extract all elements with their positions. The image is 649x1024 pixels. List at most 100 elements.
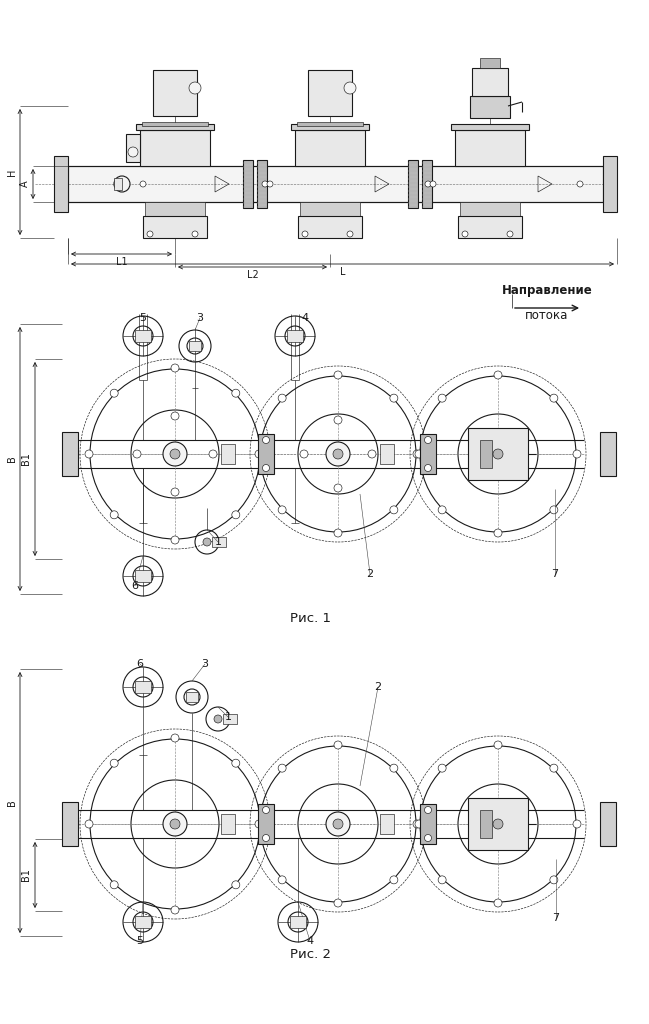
Circle shape — [550, 394, 558, 402]
Text: B1: B1 — [21, 453, 31, 466]
Circle shape — [425, 181, 431, 187]
Circle shape — [550, 506, 558, 514]
Text: L2: L2 — [247, 270, 258, 280]
Circle shape — [163, 442, 187, 466]
Circle shape — [577, 181, 583, 187]
Circle shape — [262, 436, 269, 443]
Bar — [308, 70, 352, 116]
Bar — [54, 156, 68, 212]
Bar — [470, 96, 510, 118]
Circle shape — [326, 442, 350, 466]
Circle shape — [390, 506, 398, 514]
Bar — [298, 216, 362, 238]
Bar — [420, 804, 436, 844]
Circle shape — [203, 538, 211, 546]
Bar — [297, 122, 363, 126]
Circle shape — [438, 394, 446, 402]
Text: Рис. 1: Рис. 1 — [289, 612, 330, 625]
Circle shape — [430, 181, 436, 187]
Bar — [603, 156, 617, 212]
Circle shape — [262, 835, 269, 842]
Bar — [287, 330, 303, 342]
Bar — [300, 202, 360, 216]
Bar — [290, 916, 306, 928]
Circle shape — [278, 764, 286, 772]
Bar — [153, 70, 197, 116]
Bar — [257, 160, 267, 208]
Circle shape — [415, 820, 423, 828]
Circle shape — [262, 807, 269, 813]
Text: L: L — [339, 267, 345, 278]
Bar — [212, 537, 226, 547]
Text: потока: потока — [525, 309, 569, 322]
Bar — [420, 434, 436, 474]
Bar — [62, 432, 78, 476]
Bar — [126, 134, 140, 162]
Bar — [145, 202, 205, 216]
Circle shape — [550, 764, 558, 772]
Circle shape — [278, 394, 286, 402]
Text: 1: 1 — [225, 712, 232, 722]
Circle shape — [438, 506, 446, 514]
Bar — [135, 330, 151, 342]
Circle shape — [232, 881, 240, 889]
Text: B: B — [7, 799, 17, 806]
Text: 4: 4 — [301, 313, 308, 323]
Circle shape — [171, 364, 179, 372]
Bar — [458, 216, 522, 238]
Text: 2: 2 — [374, 682, 382, 692]
Circle shape — [334, 529, 342, 537]
Circle shape — [262, 465, 269, 471]
Bar — [140, 130, 210, 166]
Circle shape — [507, 231, 513, 237]
Circle shape — [424, 835, 432, 842]
Circle shape — [424, 465, 432, 471]
Text: 4: 4 — [306, 936, 313, 946]
Bar — [291, 124, 369, 130]
Circle shape — [128, 147, 138, 157]
Text: 6: 6 — [132, 581, 138, 591]
Circle shape — [415, 450, 423, 458]
Circle shape — [139, 332, 147, 340]
Text: 6: 6 — [136, 659, 143, 669]
Bar — [480, 58, 500, 68]
Circle shape — [334, 416, 342, 424]
Bar — [55, 100, 627, 244]
Bar — [408, 160, 418, 208]
Bar — [62, 802, 78, 846]
Bar — [114, 178, 122, 190]
Circle shape — [424, 436, 432, 443]
Circle shape — [438, 764, 446, 772]
Text: B1: B1 — [21, 868, 31, 882]
Circle shape — [390, 876, 398, 884]
Circle shape — [110, 881, 118, 889]
Text: 3: 3 — [201, 659, 208, 669]
Bar — [468, 798, 528, 850]
Circle shape — [255, 820, 263, 828]
Circle shape — [232, 511, 240, 519]
Circle shape — [493, 819, 503, 829]
Bar — [136, 124, 214, 130]
Circle shape — [326, 812, 350, 836]
Bar — [380, 444, 394, 464]
Circle shape — [170, 449, 180, 459]
Circle shape — [347, 231, 353, 237]
Circle shape — [170, 819, 180, 829]
Bar — [221, 814, 235, 834]
Text: Рис. 2: Рис. 2 — [289, 948, 330, 961]
Circle shape — [333, 449, 343, 459]
Circle shape — [140, 181, 146, 187]
Circle shape — [291, 332, 299, 340]
Circle shape — [493, 449, 503, 459]
Circle shape — [232, 759, 240, 767]
Circle shape — [171, 734, 179, 742]
Bar — [68, 166, 603, 202]
Bar — [295, 130, 365, 166]
Text: B: B — [7, 456, 17, 463]
Circle shape — [171, 536, 179, 544]
Bar — [422, 160, 432, 208]
Circle shape — [209, 450, 217, 458]
Circle shape — [424, 807, 432, 813]
Circle shape — [189, 82, 201, 94]
Circle shape — [278, 506, 286, 514]
